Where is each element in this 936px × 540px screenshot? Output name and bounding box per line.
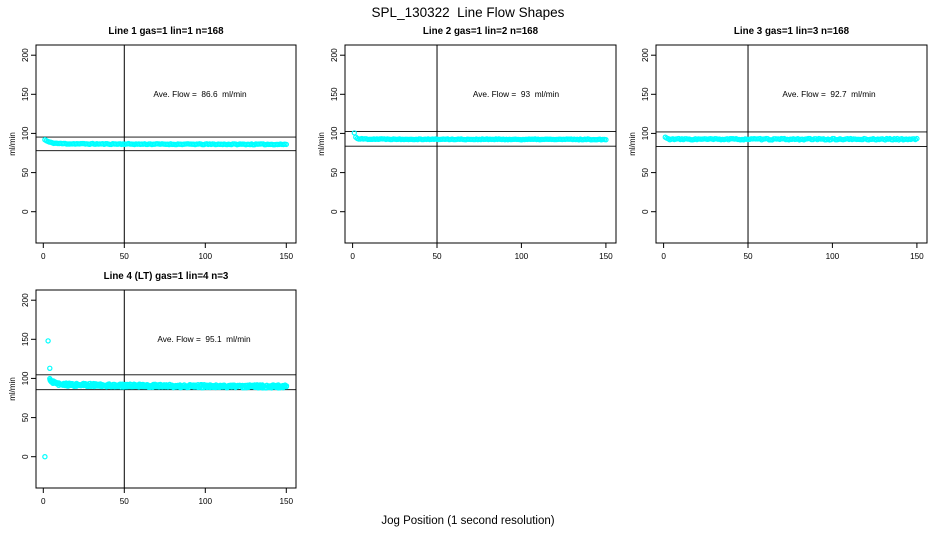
data-point [244,382,250,389]
panel-3-ave-flow-label: Ave. Flow = 92.7 ml/min [782,89,876,99]
x-axis-label: Jog Position (1 second resolution) [381,515,555,527]
y-tick-label: 0 [641,209,650,214]
plot-box [344,44,617,244]
x-tick-label: 150 [599,252,613,261]
y-tick-label: 200 [641,48,650,62]
y-tick-label: 100 [641,126,650,140]
y-tick-label: 150 [641,87,650,101]
plot-box [35,289,297,489]
y-tick-label: 0 [21,454,30,459]
panel-3-title: Line 3 gas=1 lin=3 n=168 [733,26,850,37]
outlier-point [45,338,51,344]
x-tick-label: 0 [350,252,355,261]
y-tick-label: 100 [21,126,30,140]
x-tick-label: 100 [198,252,212,261]
panel-3: 0 50 100 150 0 50 100 150 200 [641,44,928,261]
data-point [283,383,290,390]
figure-title: SPL_130322 Line Flow Shapes [371,5,565,20]
data-point [141,382,148,388]
panel-2-y-axis-label: ml/min [317,132,326,156]
panel-3-y-axis-label: ml/min [628,132,637,156]
y-tick-label: 100 [330,126,339,140]
axes-layer [651,44,928,248]
x-tick-label: 0 [661,252,666,261]
y-tick-label: 150 [21,332,30,346]
data-point [61,380,67,387]
x-tick-label: 0 [41,497,46,506]
y-tick-label: 200 [21,48,30,62]
panel-4-ave-flow-label: Ave. Flow = 95.1 ml/min [157,334,251,344]
y-tick-label: 200 [21,293,30,307]
axes-layer [340,44,617,248]
y-tick-label: 200 [330,48,339,62]
y-tick-label: 150 [330,87,339,101]
data-point [195,384,201,391]
panel-2-ave-flow-label: Ave. Flow = 93 ml/min [472,89,560,99]
x-tick-label: 150 [279,497,293,506]
data-point [263,385,270,391]
data-point [603,136,609,143]
y-tick-label: 0 [330,209,339,214]
x-tick-label: 100 [826,252,840,261]
panel-1-ave-flow-label: Ave. Flow = 86.6 ml/min [153,89,247,99]
data-point [186,384,192,391]
y-tick-label: 0 [21,209,30,214]
data-point [195,382,201,388]
x-tick-label: 50 [120,497,130,506]
plot-box [655,44,928,244]
y-tick-label: 50 [641,168,650,178]
x-tick-label: 150 [910,252,924,261]
x-tick-label: 50 [120,252,130,261]
panel-2-title: Line 2 gas=1 lin=2 n=168 [422,26,539,37]
x-tick-label: 150 [279,252,293,261]
outlier-point [42,454,48,460]
data-point [140,383,147,389]
points-layer [662,134,920,143]
points-layer [351,130,609,143]
data-point [914,135,920,142]
x-tick-label: 50 [743,252,753,261]
panel-4-title: Line 4 (LT) gas=1 lin=4 n=3 [103,271,229,282]
y-tick-label: 50 [21,168,30,178]
y-tick-label: 50 [330,168,339,178]
outlier-point [47,365,53,371]
panel-1-title: Line 1 gas=1 lin=1 n=168 [108,26,224,37]
y-tick-label: 50 [21,413,30,423]
panel-1-y-axis-label: ml/min [8,132,17,156]
panel-4: 0 50 100 150 0 50 100 150 200 [21,289,297,506]
data-point [275,385,281,391]
x-tick-label: 100 [198,497,212,506]
points-layer [42,136,289,148]
points-layer [42,338,290,460]
axes-layer [31,289,297,493]
data-point [281,383,287,389]
x-tick-label: 0 [41,252,46,261]
panel-2: 0 50 100 150 0 50 100 150 200 [330,44,617,261]
plot-box [35,44,297,244]
panel-4-y-axis-label: ml/min [8,377,17,401]
x-tick-label: 50 [432,252,442,261]
axes-layer [31,44,297,248]
panel-1: 0 50 100 150 0 50 100 150 200 [21,44,297,261]
y-tick-label: 100 [21,371,30,385]
data-point [254,384,260,390]
data-point [283,141,289,148]
x-tick-label: 100 [515,252,529,261]
y-tick-label: 150 [21,87,30,101]
